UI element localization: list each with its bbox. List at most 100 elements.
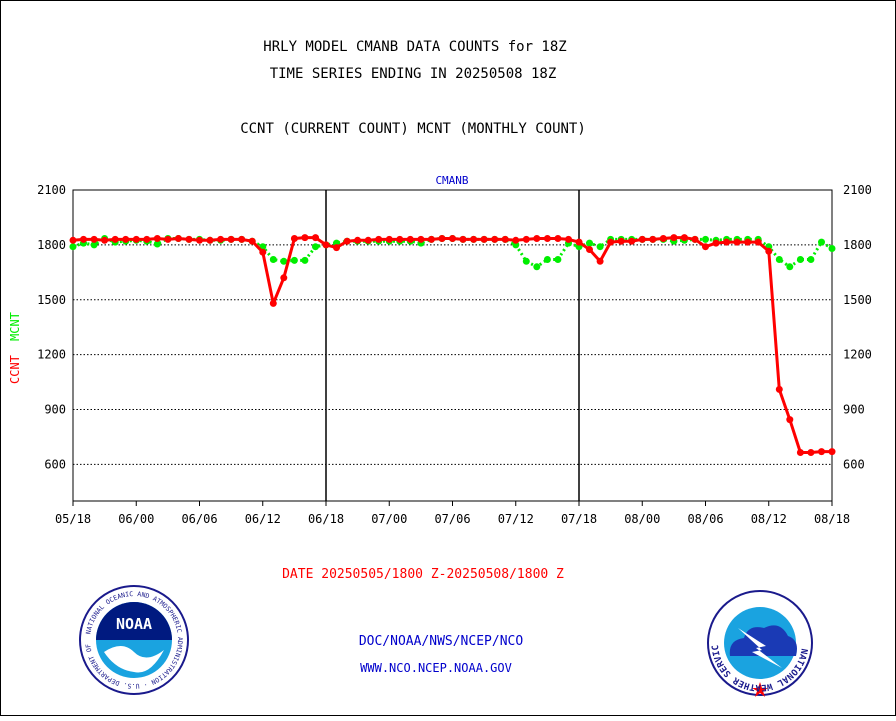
point-mcnt-21 (290, 256, 298, 264)
ytick-right-1500: 1500 (843, 293, 872, 307)
point-ccnt-29 (375, 235, 383, 243)
point-ccnt-18 (259, 248, 267, 256)
point-mcnt-72 (828, 245, 836, 252)
point-ccnt-51 (607, 238, 615, 246)
point-ccnt-25 (333, 244, 340, 252)
ytick-left-1200: 1200 (37, 348, 66, 362)
ytick-left-600: 600 (44, 457, 66, 471)
point-ccnt-31 (396, 235, 404, 243)
point-ccnt-43 (522, 235, 530, 243)
point-mcnt-71 (818, 238, 825, 246)
point-ccnt-39 (480, 235, 488, 243)
point-ccnt-17 (248, 237, 256, 245)
point-ccnt-45 (543, 235, 551, 242)
plot-border (72, 189, 833, 502)
plot-area: 600 600 900 900 1200 1200 1500 1500 1800 1800 2100… (37, 183, 872, 526)
xtick-label-42: 07/12 (498, 512, 534, 526)
link-nco-website[interactable]: WWW.NCO.NCEP.NOAA.GOV (360, 661, 512, 675)
point-ccnt-44 (533, 235, 541, 242)
point-ccnt-28 (364, 236, 372, 244)
point-mcnt-23 (312, 243, 319, 251)
point-ccnt-2 (90, 235, 98, 243)
ytick-right-900: 900 (843, 403, 865, 417)
point-ccnt-50 (596, 257, 604, 265)
chart-title-line2: TIME SERIES ENDING IN 20250508 18Z (270, 66, 557, 82)
point-ccnt-37 (459, 235, 467, 243)
point-ccnt-70 (807, 449, 815, 456)
xtick-label-30: 07/00 (371, 512, 407, 526)
point-ccnt-4 (111, 235, 119, 243)
point-mcnt-45 (543, 256, 551, 263)
point-mcnt-19 (269, 256, 277, 263)
ylabel-ccnt: CCNT (8, 355, 22, 384)
chart-subtitle: CCNT (CURRENT COUNT) MCNT (MONTHLY COUNT… (240, 121, 586, 137)
ytick-right-2100: 2100 (843, 183, 872, 197)
point-ccnt-64 (744, 238, 752, 246)
ytick-left-900: 900 (44, 403, 66, 417)
point-mcnt-60 (702, 235, 709, 243)
point-ccnt-35 (438, 235, 446, 242)
point-mcnt-44 (533, 263, 541, 271)
point-ccnt-9 (164, 235, 172, 243)
point-ccnt-16 (238, 235, 246, 243)
point-ccnt-1 (80, 235, 87, 243)
point-ccnt-36 (449, 235, 456, 242)
chart-title-line1: HRLY MODEL CMANB DATA COUNTS for 18Z (263, 39, 566, 55)
point-ccnt-5 (122, 235, 130, 243)
point-ccnt-52 (617, 237, 625, 245)
point-mcnt-22 (301, 256, 309, 264)
ytick-right-1800: 1800 (843, 238, 872, 252)
xtick-label-0: 05/18 (55, 512, 91, 526)
point-ccnt-15 (227, 235, 235, 243)
xtick-label-72: 08/18 (814, 512, 850, 526)
point-mcnt-50 (596, 243, 604, 251)
xtick-label-60: 08/06 (687, 512, 723, 526)
point-ccnt-10 (174, 235, 182, 242)
point-ccnt-54 (638, 235, 646, 243)
point-ccnt-8 (153, 235, 161, 242)
point-ccnt-63 (733, 238, 741, 246)
xtick-label-36: 07/06 (434, 512, 470, 526)
point-mcnt-8 (153, 240, 161, 248)
point-ccnt-68 (786, 416, 794, 424)
point-ccnt-53 (628, 237, 636, 245)
point-mcnt-70 (807, 256, 815, 263)
point-ccnt-65 (754, 238, 762, 246)
point-ccnt-55 (649, 235, 657, 243)
point-ccnt-57 (670, 234, 678, 242)
xtick-label-48: 07/18 (561, 512, 597, 526)
point-mcnt-49 (586, 239, 593, 247)
point-ccnt-13 (206, 236, 214, 244)
point-ccnt-7 (143, 235, 151, 243)
point-mcnt-20 (280, 257, 288, 265)
point-ccnt-66 (765, 247, 773, 255)
link-doc-noaa[interactable]: DOC/NOAA/NWS/NCEP/NCO (359, 634, 524, 649)
point-mcnt-46 (554, 256, 562, 263)
point-ccnt-34 (427, 235, 435, 243)
point-ccnt-48 (575, 238, 583, 246)
point-ccnt-11 (185, 235, 193, 243)
ytick-right-1200: 1200 (843, 348, 872, 362)
point-mcnt-2 (90, 241, 98, 249)
point-ccnt-69 (796, 449, 804, 456)
point-ccnt-41 (501, 235, 509, 243)
ytick-left-2100: 2100 (37, 183, 66, 197)
series-ccnt (69, 234, 836, 456)
point-ccnt-56 (659, 235, 667, 242)
point-ccnt-33 (417, 235, 425, 243)
point-ccnt-26 (343, 237, 351, 245)
point-ccnt-32 (406, 235, 414, 243)
point-mcnt-68 (786, 263, 794, 271)
ytick-left-1800: 1800 (37, 238, 66, 252)
ytick-right-600: 600 (843, 457, 865, 471)
point-ccnt-23 (312, 234, 319, 242)
point-ccnt-3 (101, 236, 109, 244)
point-ccnt-30 (385, 235, 393, 243)
point-ccnt-60 (702, 243, 709, 251)
ylabel-mcnt: MCNT (8, 312, 22, 341)
panel-label: CMANB (435, 174, 468, 187)
xtick-label-24: 06/18 (308, 512, 344, 526)
point-ccnt-6 (132, 235, 140, 243)
